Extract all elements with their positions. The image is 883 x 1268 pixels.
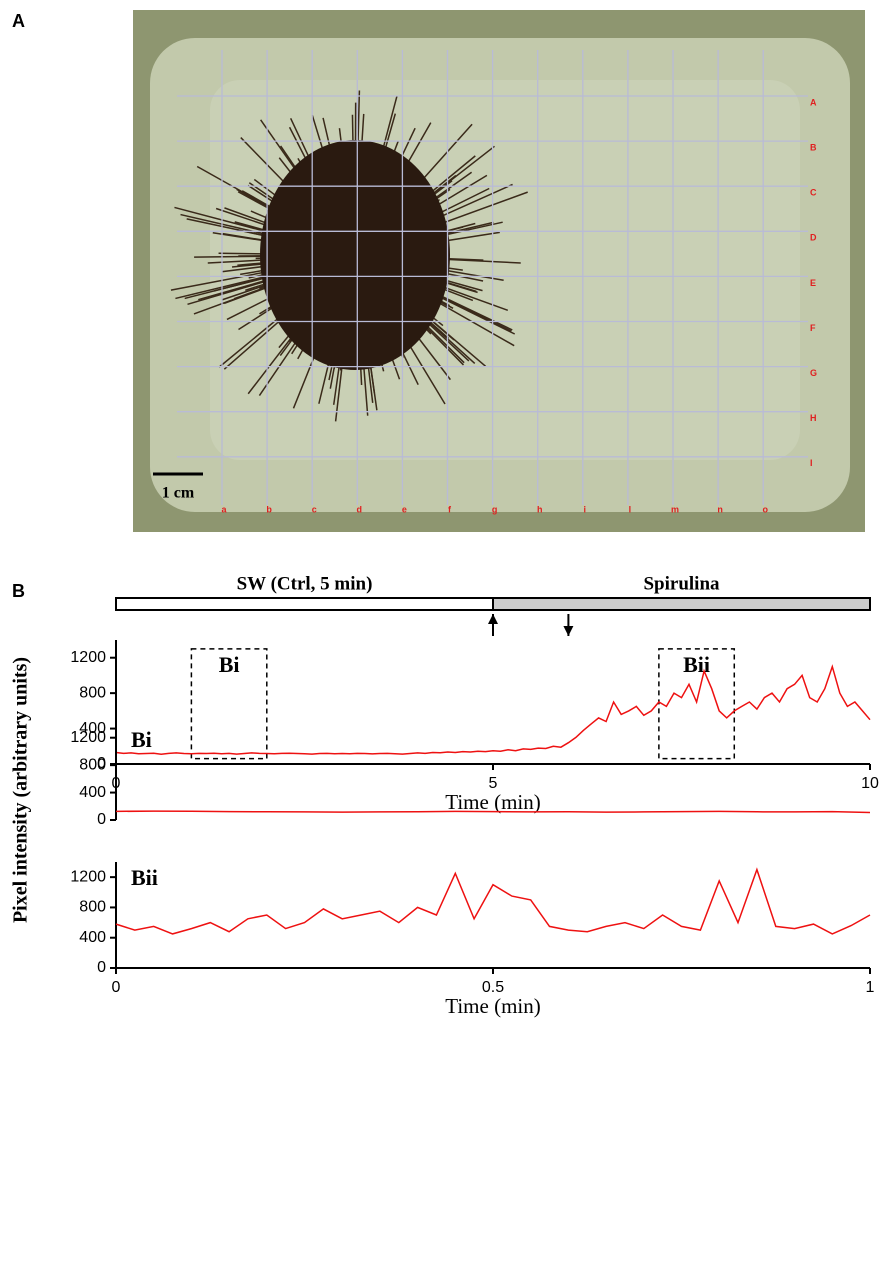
column-label: n	[717, 504, 723, 514]
y-tick-label: 400	[79, 720, 106, 737]
column-label: f	[448, 504, 452, 514]
x-axis-label: Time (min)	[445, 994, 540, 1018]
x-tick-label: 5	[489, 775, 498, 792]
y-tick-label: 1200	[70, 729, 106, 746]
chart-title: Bii	[131, 865, 158, 890]
column-label: a	[221, 504, 227, 514]
y-tick-label: 1200	[70, 649, 106, 666]
data-line	[115, 810, 871, 814]
highlight-label: Bi	[219, 652, 240, 677]
row-label: B	[810, 142, 817, 152]
y-tick-label: 800	[79, 899, 106, 916]
panel-label: B	[12, 581, 25, 601]
x-tick-label: 1	[866, 979, 875, 996]
row-label: F	[810, 323, 816, 333]
photo: a b c d e f g h i l m n o A B C D E F G H I 1 cm	[133, 10, 865, 532]
x-tick-label: 10	[861, 775, 879, 792]
x-axis-label: Time (min)	[445, 790, 540, 814]
x-tick-label: 0.5	[482, 979, 504, 996]
y-tick-label: 400	[79, 929, 106, 946]
y-axis-label: Pixel intensity (arbitrary units)	[10, 657, 32, 923]
column-label: g	[492, 504, 498, 514]
column-label: d	[357, 504, 363, 514]
y-tick-label: 800	[79, 756, 106, 773]
y-tick-label: 800	[79, 684, 106, 701]
row-label: A	[810, 97, 817, 107]
column-label: b	[266, 504, 272, 514]
row-label: I	[810, 458, 813, 468]
y-tick-label: 0	[97, 959, 106, 976]
row-label: C	[810, 188, 817, 198]
data-line	[115, 664, 871, 756]
y-tick-label: 1200	[70, 868, 106, 885]
photo-grid: a b c d e f g h i l m n o A B C D E F G H I	[177, 50, 817, 514]
column-label: o	[762, 504, 768, 514]
condition-bar	[492, 597, 871, 611]
condition-bar	[115, 597, 494, 611]
y-tick-label: 0	[97, 755, 106, 772]
row-label: E	[810, 278, 816, 288]
column-label: l	[629, 504, 632, 514]
highlight-box	[658, 648, 736, 760]
column-label: h	[537, 504, 543, 514]
condition-label: Spirulina	[643, 573, 720, 594]
highlight-box	[190, 648, 268, 760]
x-tick-label: 0	[112, 979, 121, 996]
arrow-head	[488, 614, 498, 624]
row-label: H	[810, 413, 817, 423]
column-label: e	[402, 504, 407, 514]
y-tick-label: 400	[79, 784, 106, 801]
column-label: i	[584, 504, 587, 514]
column-label: c	[312, 504, 317, 514]
scale-bar-label: 1 cm	[162, 485, 195, 502]
highlight-label: Bii	[683, 652, 710, 677]
data-line	[115, 867, 871, 935]
arrow-head	[563, 626, 574, 636]
row-label: D	[810, 233, 817, 243]
column-label: m	[671, 504, 679, 514]
chart-title: Bi	[131, 727, 152, 752]
panel-label: A	[12, 11, 25, 31]
condition-label: SW (Ctrl, 5 min)	[237, 573, 373, 594]
row-label: G	[810, 368, 817, 378]
y-tick-label: 0	[97, 811, 106, 828]
urchin-body	[260, 140, 450, 370]
